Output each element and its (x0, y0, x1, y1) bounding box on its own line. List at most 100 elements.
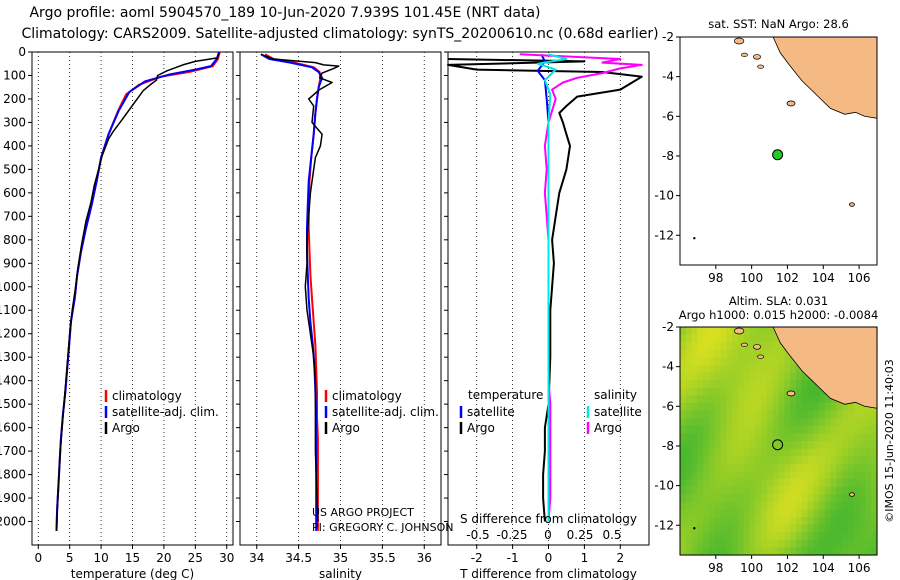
sla-cell (749, 410, 756, 419)
sla-cell (819, 418, 826, 427)
sla-cell (848, 471, 855, 480)
sla-cell (743, 486, 751, 495)
sla-cell (819, 479, 826, 488)
sla-cell (697, 486, 704, 495)
sla-cell (790, 365, 797, 374)
sla-cell (824, 403, 832, 412)
temperature-series-argo (55, 53, 220, 531)
sla-cell (720, 403, 727, 412)
sla-cell (749, 349, 756, 358)
sla-cell (801, 456, 809, 465)
sla-cell (848, 501, 855, 510)
sla-cell (859, 448, 866, 457)
sla-cell (778, 479, 785, 488)
sla-cell (778, 494, 785, 503)
sla_map-xtick-label: 102 (776, 561, 799, 575)
title-line-2: Climatology: CARS2009. Satellite-adjuste… (21, 26, 659, 42)
sla-cell (761, 327, 768, 336)
sla-cell (680, 524, 687, 533)
sla-cell (801, 418, 809, 427)
sla-cell (813, 463, 820, 472)
sla-cell (819, 524, 826, 533)
sla-cell (865, 547, 872, 556)
sla-cell (749, 327, 756, 336)
sla-cell (755, 456, 762, 465)
sla-cell (732, 471, 739, 480)
sla-cell (813, 532, 820, 541)
sla-cell (848, 456, 855, 465)
depth-tick-label: 1600 (0, 421, 26, 435)
sla-cell (836, 509, 843, 518)
sla-cell (813, 403, 820, 412)
sla-cell (836, 403, 843, 412)
sla-cell (836, 486, 843, 495)
sla-cell (709, 418, 716, 427)
sla-cell (778, 471, 785, 480)
sla-cell (842, 463, 849, 472)
sla-cell (737, 517, 745, 526)
salinity-legend-label: climatology (332, 389, 402, 403)
sla-cell (772, 486, 780, 495)
sla-cell (732, 517, 739, 526)
sla-cell (726, 365, 733, 374)
sla-cell (755, 441, 762, 450)
salinity-panel: 34 34.5 35 35.5 36 salinity climatology satelli… (236, 51, 453, 580)
sla-cell (766, 486, 774, 495)
sla-cell (842, 425, 849, 434)
sla-cell (813, 433, 820, 442)
sla-cell (726, 380, 733, 389)
sla-cell (726, 547, 733, 556)
sla-cell (766, 517, 774, 526)
sla-cell (720, 494, 727, 503)
temperature-xtick-label: 15 (125, 551, 140, 565)
sla-cell (755, 410, 762, 419)
sla-cell (703, 395, 710, 404)
sla-cell (737, 532, 745, 541)
sla-cell (790, 463, 797, 472)
sla-cell (778, 403, 785, 412)
sla-cell (807, 433, 814, 442)
sla-cell (761, 380, 768, 389)
sla-cell (680, 456, 687, 465)
temperature-xtick-label: 20 (156, 551, 171, 565)
sla-cell (685, 403, 693, 412)
difference-xtick-label: 0 (545, 551, 553, 565)
sla-cell (726, 372, 733, 381)
sla-cell (743, 532, 751, 541)
sla-cell (709, 479, 716, 488)
sla_map-xtick-label: 100 (740, 561, 763, 575)
sla-cell (813, 517, 820, 526)
sla-cell (813, 456, 820, 465)
sla-cell (726, 395, 733, 404)
sla-cell (778, 410, 785, 419)
sla_map-island (753, 344, 761, 350)
sla-cell (772, 501, 780, 510)
sla_map-title: Altim. SLA: 0.031 (729, 294, 828, 308)
sla-cell (714, 380, 722, 389)
sla-cell (726, 342, 733, 351)
sla-cell (795, 418, 803, 427)
sla-cell (853, 517, 861, 526)
sla-cell (790, 410, 797, 419)
sla-cell (824, 418, 832, 427)
sla-cell (720, 365, 727, 374)
sla-cell (691, 433, 698, 442)
temperature-legend-label: satellite-adj. clim. (112, 405, 219, 419)
depth-tick-label: 2000 (0, 515, 26, 529)
temperature-xlabel: temperature (deg C) (71, 567, 194, 580)
sla-cell (680, 441, 687, 450)
sla-cell (807, 387, 814, 396)
sla-cell (848, 410, 855, 419)
sla-cell (813, 501, 820, 510)
sla-cell (714, 539, 722, 548)
sla_map-panel: -2 -4 -6 -8 -10 -12 98 100 102 104 106 Altim. SLA: … (654, 294, 896, 575)
sla-cell (697, 357, 704, 366)
sla-cell (784, 539, 791, 548)
sla-cell (761, 357, 768, 366)
sla-cell (714, 349, 722, 358)
depth-tick-label: 1100 (0, 303, 26, 317)
sst_map-island (733, 37, 745, 45)
sla-cell (732, 418, 739, 427)
sla-cell (859, 486, 866, 495)
sla-cell (801, 486, 809, 495)
